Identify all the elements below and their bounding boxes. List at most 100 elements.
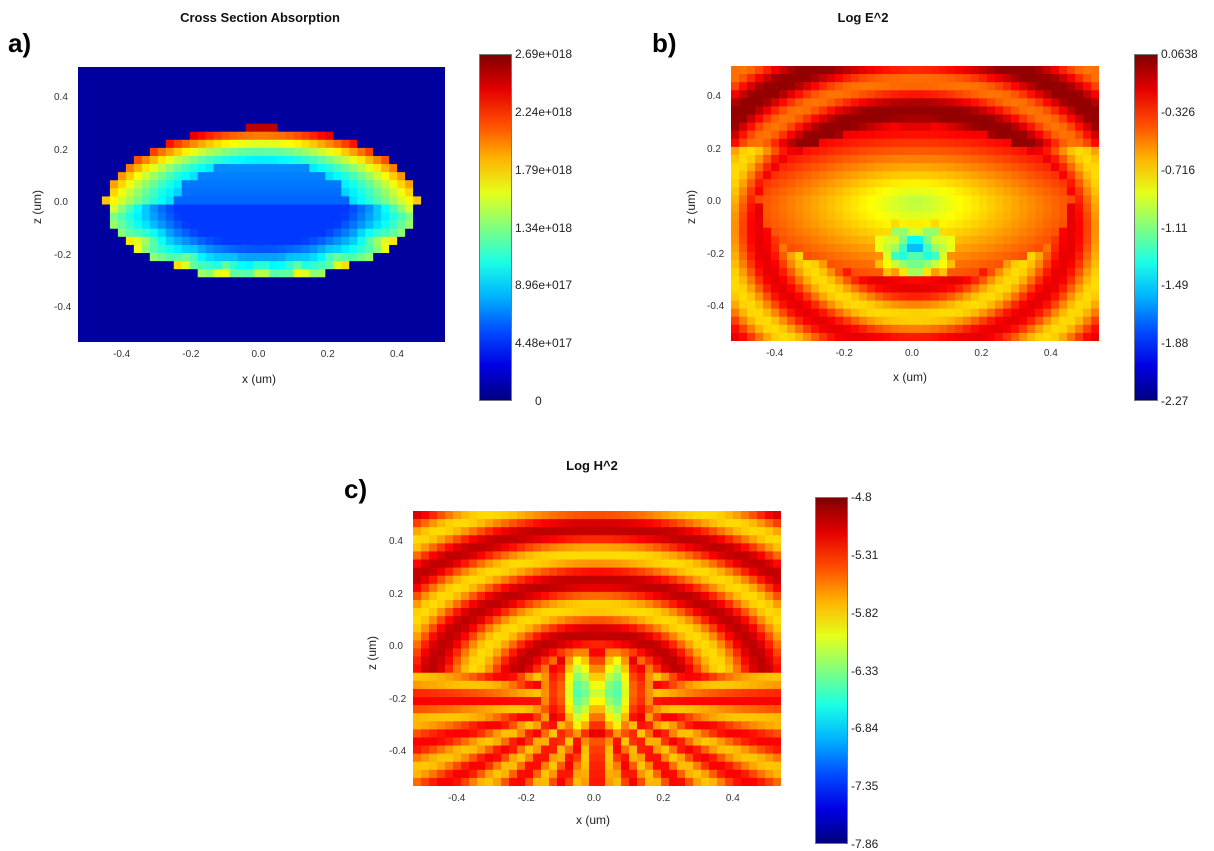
heatmap-cell <box>779 130 788 140</box>
heatmap-cell <box>333 220 342 230</box>
heatmap-cell <box>205 293 215 303</box>
heatmap-cell <box>773 664 781 674</box>
heatmap-cell <box>733 535 742 544</box>
heatmap-cell <box>293 123 302 133</box>
heatmap-cell <box>955 227 964 237</box>
heatmap-cell <box>843 203 852 213</box>
heatmap-cell <box>803 268 812 277</box>
heatmap-cell <box>939 332 948 341</box>
heatmap-cell <box>165 236 175 246</box>
heatmap-cell <box>637 535 646 544</box>
heatmap-cell <box>405 75 414 84</box>
heatmap-cell <box>613 761 622 771</box>
heatmap-cell <box>899 138 908 148</box>
heatmap-cell <box>557 640 566 650</box>
x-tick-label: -0.2 <box>517 793 535 804</box>
heatmap-cell <box>923 292 932 302</box>
heatmap-cell <box>365 325 374 335</box>
heatmap-cell <box>517 761 526 771</box>
heatmap-cell <box>971 235 980 245</box>
heatmap-cell <box>125 317 135 327</box>
heatmap-cell <box>269 277 279 286</box>
heatmap-cell <box>421 632 430 642</box>
heatmap-cell <box>827 243 836 253</box>
heatmap-cell <box>341 244 350 254</box>
heatmap-cell <box>597 551 606 561</box>
heatmap-cell <box>349 188 358 198</box>
heatmap-cell <box>453 624 462 633</box>
heatmap-cell <box>189 147 199 157</box>
heatmap-cell <box>669 567 678 577</box>
heatmap-cell <box>773 567 781 577</box>
heatmap-cell <box>725 777 734 786</box>
heatmap-cell <box>717 713 726 722</box>
heatmap-cell <box>565 721 574 730</box>
heatmap-cell <box>461 608 470 617</box>
heatmap-cell <box>803 163 812 172</box>
heatmap-cell <box>501 575 510 585</box>
heatmap-cell <box>701 511 710 520</box>
heatmap-cell <box>747 219 756 229</box>
heatmap-cell <box>333 301 342 311</box>
heatmap-cell <box>645 737 654 747</box>
heatmap-cell <box>293 155 302 165</box>
heatmap-cell <box>93 244 103 254</box>
heatmap-cell <box>349 172 358 181</box>
heatmap-cell <box>381 228 390 238</box>
heatmap-cell <box>795 260 804 269</box>
heatmap-cell <box>629 656 638 666</box>
heatmap-cell <box>541 664 550 674</box>
heatmap-cell <box>795 276 804 285</box>
heatmap-cell <box>955 276 964 285</box>
heatmap-cell <box>277 107 287 117</box>
heatmap-cell <box>747 292 756 302</box>
heatmap-cell <box>987 211 996 221</box>
chart-title: Cross Section Absorption <box>180 10 340 25</box>
heatmap-cell <box>461 761 470 771</box>
heatmap-cell <box>717 769 726 779</box>
heatmap-cell <box>373 75 382 84</box>
heatmap-cell <box>1051 74 1060 83</box>
heatmap-cell <box>109 293 119 303</box>
heatmap-cell <box>899 171 908 180</box>
heatmap-cell <box>517 535 526 544</box>
heatmap-cell <box>995 284 1004 294</box>
heatmap-cell <box>277 204 287 214</box>
heatmap-cell <box>669 583 678 593</box>
heatmap-cell <box>755 179 764 188</box>
heatmap-cell <box>541 583 550 593</box>
heatmap-cell <box>1083 300 1092 310</box>
heatmap-cell <box>389 253 398 262</box>
heatmap-cell <box>533 624 542 633</box>
heatmap-cell <box>1019 106 1028 116</box>
heatmap-cell <box>309 164 318 173</box>
heatmap-cell <box>317 309 326 319</box>
heatmap-cell <box>1011 268 1020 277</box>
heatmap-cell <box>389 91 398 100</box>
heatmap-cell <box>843 187 852 197</box>
heatmap-cell <box>773 745 781 755</box>
heatmap-cell <box>939 138 948 148</box>
heatmap-cell <box>915 300 924 310</box>
heatmap-cell <box>405 244 414 254</box>
heatmap-cell <box>741 656 750 666</box>
x-tick-label: -0.4 <box>448 793 466 804</box>
chart-title: Log E^2 <box>837 10 889 25</box>
heatmap-cell <box>517 769 526 779</box>
heatmap-cell <box>381 301 390 311</box>
heatmap-cell <box>757 575 766 585</box>
heatmap-cell <box>979 130 988 140</box>
heatmap-cell <box>963 114 972 124</box>
heatmap-cell <box>779 316 788 326</box>
heatmap-cell <box>245 261 255 270</box>
heatmap-cell <box>1083 195 1092 205</box>
heatmap-cell <box>693 737 702 747</box>
heatmap-cell <box>253 236 263 246</box>
heatmap-cell <box>1027 195 1036 205</box>
heatmap-cell <box>437 196 445 206</box>
heatmap-cell <box>557 567 566 577</box>
heatmap-cell <box>501 664 510 674</box>
heatmap-cell <box>637 656 646 666</box>
heatmap-cell <box>157 236 167 246</box>
heatmap-cell <box>325 115 334 125</box>
